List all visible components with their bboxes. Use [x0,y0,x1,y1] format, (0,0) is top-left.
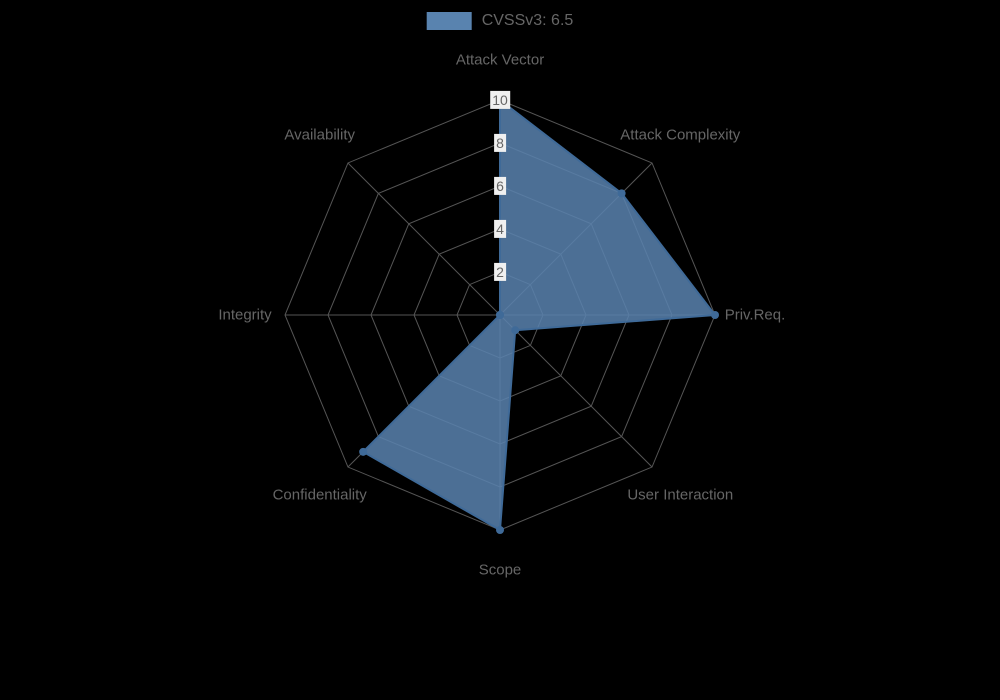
series-marker [711,311,719,319]
series-marker [496,311,504,319]
axis-label: Availability [284,126,355,143]
axis-label: Attack Vector [456,52,544,69]
legend-swatch [427,12,472,30]
axis-label: Confidentiality [273,487,367,504]
series-marker [359,448,367,456]
legend: CVSSv3: 6.5 [427,12,574,30]
tick-label: 2 [494,263,506,281]
axis-label: Scope [479,562,522,579]
series-marker [618,189,626,197]
tick-label: 4 [494,220,506,238]
legend-label: CVSSv3: 6.5 [482,12,574,30]
radar-chart: CVSSv3: 6.5 Attack Vector Attack Complexi… [0,0,1000,700]
axis-label: User Interaction [627,487,733,504]
tick-label: 10 [490,91,510,109]
series-marker [496,526,504,534]
axis-label: Priv.Req. [725,307,786,324]
axis-label: Integrity [218,307,271,324]
axis-label: Attack Complexity [620,126,740,143]
tick-label: 6 [494,177,506,195]
tick-label: 8 [494,134,506,152]
series-marker [511,326,519,334]
